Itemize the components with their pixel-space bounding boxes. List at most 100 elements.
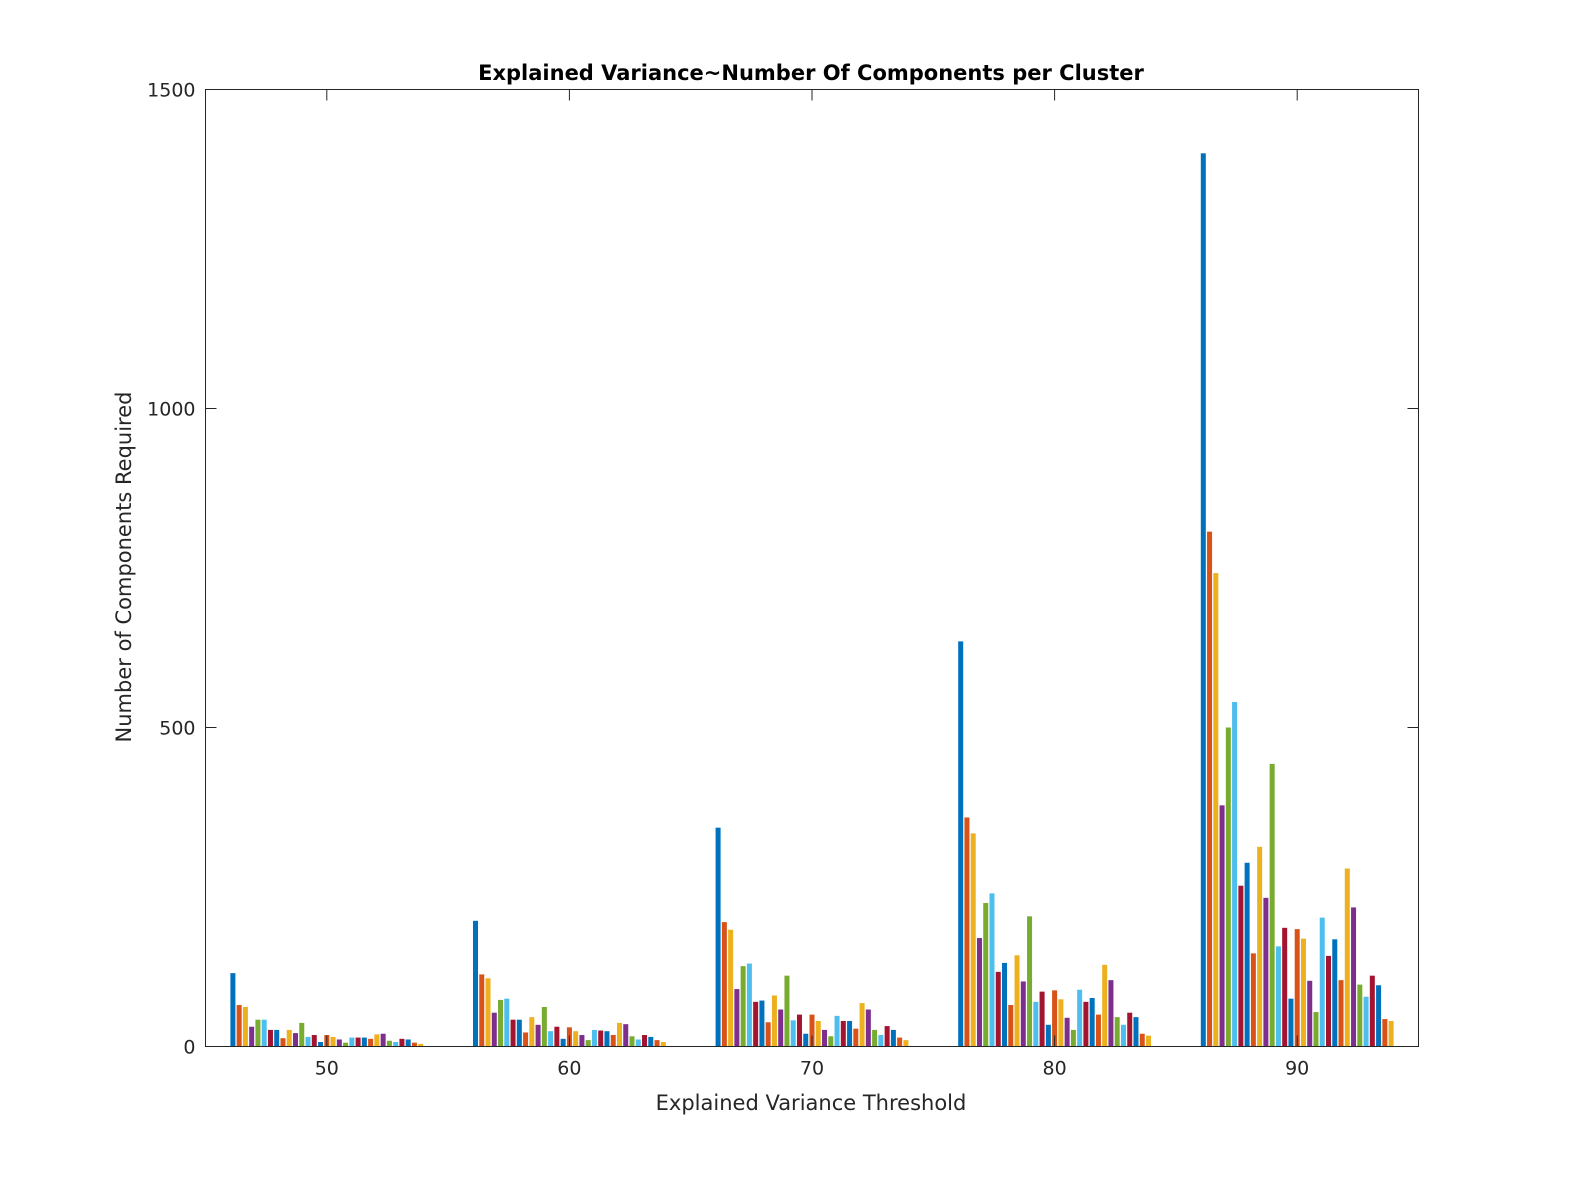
bar-70-series-27 [878, 1035, 884, 1047]
bar-60-series-4 [491, 1012, 497, 1047]
bar-70-series-29 [890, 1029, 896, 1047]
bar-60-series-21 [598, 1030, 604, 1047]
bar-60-series-24 [616, 1022, 622, 1047]
bar-50-series-25 [380, 1033, 386, 1047]
bar-50-series-8 [274, 1029, 280, 1047]
bar-60-series-17 [573, 1031, 579, 1047]
y-tick-label-500: 500 [159, 718, 195, 740]
bar-60-series-8 [516, 1019, 522, 1047]
bar-50-series-26 [386, 1040, 392, 1047]
bar-60-series-22 [604, 1031, 610, 1047]
bar-50-series-23 [368, 1038, 374, 1047]
x-axis-label: Explained Variance Threshold [656, 1091, 967, 1115]
bar-80-series-18 [1064, 1017, 1070, 1047]
bar-90-series-6 [1232, 701, 1238, 1047]
bar-80-series-28 [1127, 1012, 1133, 1047]
bar-60-series-3 [485, 978, 491, 1047]
bar-90-series-8 [1244, 862, 1250, 1047]
bar-90-series-17 [1300, 938, 1306, 1047]
bar-50-series-3 [242, 1006, 248, 1047]
bar-50-series-1 [230, 973, 236, 1047]
bar-80-series-17 [1058, 999, 1064, 1047]
bar-50-series-6 [261, 1019, 267, 1047]
x-tick-label-60: 60 [557, 1058, 581, 1080]
bar-70-series-25 [865, 1009, 871, 1047]
bar-50-series-31 [418, 1043, 424, 1047]
bar-90-series-11 [1263, 897, 1269, 1047]
bar-80-series-26 [1114, 1017, 1120, 1047]
bar-80-series-31 [1146, 1035, 1152, 1047]
bar-50-series-2 [236, 1005, 242, 1047]
bar-60-series-29 [648, 1036, 654, 1047]
bar-80-series-5 [983, 902, 989, 1047]
y-axis-label: Number of Components Required [112, 392, 136, 743]
bar-50-series-10 [286, 1029, 292, 1047]
bar-80-series-24 [1102, 964, 1108, 1047]
bar-60-series-20 [591, 1029, 597, 1047]
bar-90-series-21 [1326, 955, 1332, 1047]
bar-60-series-27 [635, 1039, 641, 1047]
bar-50-series-24 [374, 1034, 380, 1047]
bar-80-series-29 [1133, 1017, 1139, 1047]
bar-90-series-26 [1357, 984, 1363, 1047]
bar-90-series-10 [1257, 846, 1263, 1047]
bar-70-series-8 [759, 1000, 765, 1047]
bar-90-series-3 [1213, 573, 1219, 1047]
chart-title: Explained Variance~Number Of Components … [478, 61, 1144, 85]
x-tick-label-80: 80 [1043, 1058, 1067, 1080]
bar-90-series-23 [1338, 980, 1344, 1047]
bar-50-series-14 [311, 1035, 317, 1047]
bar-80-series-7 [995, 971, 1001, 1047]
bar-60-series-2 [479, 974, 485, 1047]
bar-60-series-5 [498, 999, 504, 1047]
bar-50-series-29 [405, 1039, 411, 1047]
bar-60-series-19 [585, 1040, 591, 1047]
bar-70-series-23 [853, 1028, 859, 1047]
bar-60-series-10 [529, 1017, 535, 1047]
bar-80-series-25 [1108, 980, 1114, 1047]
bar-80-series-30 [1139, 1033, 1145, 1047]
bar-50-series-13 [305, 1036, 311, 1047]
bar-60-series-7 [510, 1019, 516, 1047]
bar-90-series-4 [1219, 805, 1225, 1047]
bar-80-series-15 [1045, 1024, 1051, 1047]
bar-70-series-2 [721, 922, 727, 1047]
bar-90-series-22 [1332, 939, 1338, 1047]
bar-50-series-19 [343, 1042, 349, 1047]
x-tick-label-70: 70 [800, 1058, 824, 1080]
bar-70-series-6 [746, 963, 752, 1047]
bar-80-series-4 [976, 938, 982, 1047]
bar-90-series-29 [1376, 985, 1382, 1047]
bar-80-series-16 [1052, 990, 1058, 1047]
bar-70-series-1 [715, 827, 721, 1047]
bar-60-series-11 [535, 1024, 541, 1047]
bar-50-series-9 [280, 1038, 286, 1047]
bar-80-series-3 [970, 833, 976, 1047]
bar-90-series-25 [1351, 907, 1357, 1047]
bar-70-series-15 [803, 1033, 809, 1047]
bar-60-series-31 [660, 1042, 666, 1047]
bar-60-series-9 [523, 1032, 529, 1047]
bar-70-series-5 [740, 966, 746, 1047]
bar-80-series-23 [1095, 1014, 1101, 1047]
bar-70-series-7 [753, 1001, 759, 1047]
bar-80-series-13 [1033, 1001, 1039, 1047]
bar-70-series-10 [771, 995, 777, 1047]
bar-80-series-12 [1027, 916, 1033, 1047]
bar-90-series-13 [1275, 946, 1281, 1047]
bar-70-series-19 [828, 1036, 834, 1047]
bar-60-series-18 [579, 1035, 585, 1047]
bar-70-series-13 [790, 1020, 796, 1047]
bar-90-series-19 [1313, 1012, 1319, 1047]
bar-80-series-2 [964, 817, 970, 1047]
bar-50-series-21 [355, 1037, 361, 1047]
bar-50-series-27 [393, 1042, 399, 1047]
bar-70-series-14 [796, 1014, 802, 1047]
bar-90-series-20 [1319, 917, 1325, 1047]
y-tick-label-0: 0 [183, 1037, 195, 1059]
bar-50-series-4 [249, 1026, 255, 1047]
bar-70-series-21 [840, 1020, 846, 1047]
bar-60-series-15 [560, 1038, 566, 1047]
bar-50-series-22 [361, 1037, 367, 1047]
bar-80-series-6 [989, 893, 995, 1047]
